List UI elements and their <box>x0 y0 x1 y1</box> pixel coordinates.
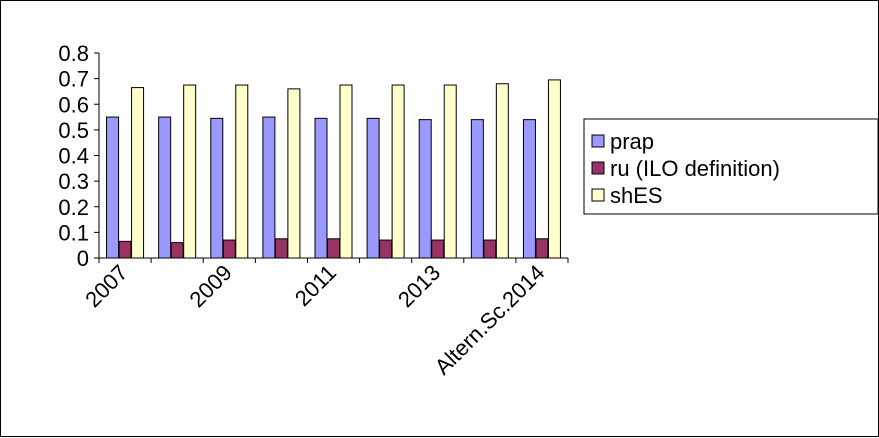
bar-prap-2007 <box>106 116 120 259</box>
bar-ru-altern-sc-2014 <box>535 238 549 259</box>
bar-ru-2007 <box>118 240 132 259</box>
x-tick-label: Altern.Sc.2014 <box>430 260 550 380</box>
legend-box <box>583 118 879 215</box>
bar-ru-2012 <box>379 239 393 259</box>
y-tick-label: 0 <box>77 246 89 271</box>
y-tick-label: 0.2 <box>58 195 89 220</box>
bar-prap-2009 <box>210 117 224 259</box>
legend-swatch <box>591 134 605 148</box>
bar-prap-2014 <box>470 119 484 259</box>
bar-ru-2013 <box>431 239 445 259</box>
legend-label: prap <box>610 129 654 154</box>
bar-shes-2012 <box>391 84 405 259</box>
bar-shes-2007 <box>131 87 145 259</box>
bar-ru-2014 <box>483 239 497 259</box>
x-tick-label: 2011 <box>290 260 341 311</box>
y-tick-label: 0.5 <box>58 118 89 143</box>
x-tick-label: 2013 <box>393 260 445 312</box>
bar-ru-2011 <box>327 238 340 259</box>
bar-ru-2009 <box>222 239 236 259</box>
bar-ru-2010 <box>274 238 288 259</box>
bar-shes-altern-sc-2014 <box>547 79 561 259</box>
y-tick-label: 0.8 <box>58 41 89 66</box>
bar-ru-2008 <box>170 242 184 259</box>
y-tick-label: 0.4 <box>58 144 89 169</box>
bar-prap-2013 <box>418 119 432 259</box>
plot-background <box>99 53 568 258</box>
bar-prap-2008 <box>158 116 172 259</box>
bar-shes-2014 <box>495 83 509 259</box>
legend-swatch <box>591 188 605 202</box>
bar-shes-2010 <box>287 88 301 259</box>
y-tick-label: 0.3 <box>58 169 89 194</box>
bar-shes-2013 <box>443 84 457 259</box>
bar-prap-2012 <box>366 117 380 259</box>
legend-label: ru (ILO definition) <box>610 156 780 181</box>
bar-shes-2009 <box>235 84 249 259</box>
y-tick-label: 0.6 <box>58 92 89 117</box>
bar-shes-2008 <box>183 84 197 259</box>
bar-prap-2010 <box>262 116 276 259</box>
x-tick-label: 2009 <box>185 260 237 312</box>
bar-prap-2011 <box>314 117 328 259</box>
legend-label: shES <box>610 183 663 208</box>
bar-shes-2011 <box>339 84 353 259</box>
y-ticks: 00.10.20.30.40.50.60.70.8 <box>58 41 99 271</box>
bar-prap-altern-sc-2014 <box>522 119 536 259</box>
plot-area: 00.10.20.30.40.50.60.70.8 2007 2009 2011 20… <box>58 41 569 380</box>
y-tick-label: 0.1 <box>58 220 89 245</box>
legend-swatch <box>591 161 605 175</box>
y-tick-label: 0.7 <box>58 67 89 92</box>
